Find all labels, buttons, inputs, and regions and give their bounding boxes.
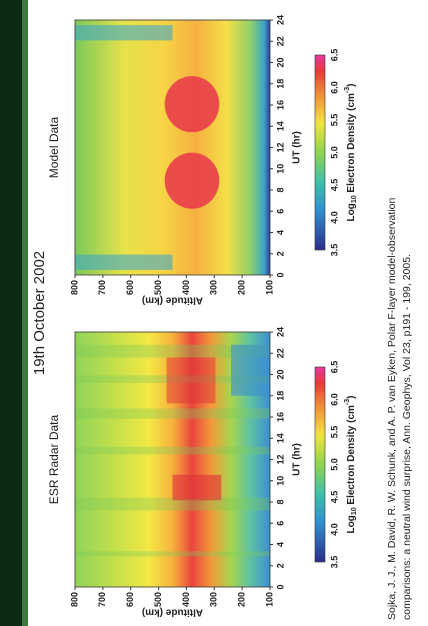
heatmap-stripe [75,408,270,419]
heatmap-patch [231,344,270,396]
colorbar-tick-label: 5.5 [329,114,339,127]
x-tick-label: 14 [275,121,285,131]
panel-title: ESR Radar Data [47,414,61,504]
colorbar-label-part: Log [346,515,357,533]
colorbar [314,366,326,563]
x-tick-label: 8 [275,187,285,192]
x-tick-label: 20 [275,57,285,67]
colorbar-tick-label: 4.0 [329,523,339,536]
colorbar-tick-label: 4.0 [329,211,339,224]
x-tick-label: 2 [275,251,285,256]
y-tick-label: 500 [153,280,163,295]
heatmap-patch [172,474,222,501]
y-tick-label: 100 [264,592,274,607]
x-tick-label: 18 [275,79,285,89]
colorbar-label: Log10 Electron Density (cm-3) [344,84,358,222]
x-tick-label: 10 [275,164,285,174]
x-tick-label: 22 [275,348,285,358]
x-tick-label: 12 [275,142,285,152]
x-tick-label: 4 [275,542,285,547]
colorbar-tick-label: 3.5 [329,244,339,257]
colorbar-label-part: Electron Density (cm [346,93,357,195]
colorbar-tick-label: 5.5 [329,426,339,439]
y-tick-label: 700 [97,592,107,607]
x-tick-label: 16 [275,100,285,110]
y-tick-label: 800 [69,280,79,295]
heatmap-stripe [75,497,270,511]
panel-title: Model Data [47,116,61,178]
colorbar-tick-label: 6.0 [329,393,339,406]
y-tick-label: 500 [153,592,163,607]
colorbar-tick-label: 4.5 [329,491,339,504]
colorbar-label-part: ) [346,84,357,87]
x-tick-label: 12 [275,454,285,464]
x-tick-label: 14 [275,433,285,443]
x-axis-label: UT (hr) [292,443,303,476]
x-tick-label: 0 [275,584,285,589]
colorbar-tick-label: 5.0 [329,458,339,471]
heatmap-stripe [75,446,270,455]
colorbar [314,54,326,251]
citation-line: comparisons: a neutral wind surprise, An… [401,254,413,620]
y-tick-label: 200 [237,280,247,295]
x-tick-label: 24 [275,327,285,337]
heatmap-core [164,76,220,133]
x-axis-label: UT (hr) [292,131,303,164]
colorbar-label-part: -3 [344,399,351,405]
y-tick-label: 700 [97,280,107,295]
colorbar-tick-label: 5.0 [329,146,339,159]
colorbar-label-part: Electron Density (cm [346,405,357,507]
citation-line: Sojka, J. J., M. David, R. W. Schunk, an… [386,198,398,620]
colorbar-tick-label: 4.5 [329,179,339,192]
heatmap-edge [75,25,173,41]
y-tick-label: 400 [181,592,191,607]
x-tick-label: 6 [275,521,285,526]
y-tick-label: 300 [209,592,219,607]
colorbar-label-part: ) [346,396,357,399]
colorbar-label-part: -3 [344,87,351,93]
y-tick-label: 800 [69,592,79,607]
heatmap [75,332,270,587]
heatmap-stripe [75,551,270,557]
y-tick-label: 600 [125,592,135,607]
x-tick-label: 16 [275,412,285,422]
heatmap-patch [166,357,216,404]
y-tick-label: 300 [209,280,219,295]
colorbar-label: Log10 Electron Density (cm-3) [344,396,358,534]
y-tick-label: 400 [181,280,191,295]
x-tick-label: 24 [275,15,285,25]
colorbar-tick-label: 3.5 [329,556,339,569]
colorbar-label-part: 10 [351,507,358,515]
heatmap [75,20,270,275]
colorbar-tick-label: 6.5 [329,361,339,374]
x-tick-label: 4 [275,230,285,235]
x-tick-label: 0 [275,272,285,277]
heatmap-stripe [75,344,270,358]
colorbar-tick-label: 6.0 [329,81,339,94]
banner-edge [22,0,28,626]
heatmap-edge [75,254,173,270]
x-tick-label: 20 [275,369,285,379]
heatmap-core [164,152,220,209]
slide-title: 19th October 2002 [31,251,48,375]
banner-strip [0,0,22,626]
x-tick-label: 22 [275,36,285,46]
x-tick-label: 18 [275,391,285,401]
y-tick-label: 600 [125,280,135,295]
x-tick-label: 10 [275,476,285,486]
x-tick-label: 6 [275,209,285,214]
y-axis-label: Altitude (km) [142,294,203,305]
x-tick-label: 8 [275,499,285,504]
colorbar-label-part: 10 [351,195,358,203]
y-tick-label: 200 [237,592,247,607]
y-axis-label: Altitude (km) [142,606,203,617]
y-tick-label: 100 [264,280,274,295]
x-tick-label: 2 [275,563,285,568]
colorbar-label-part: Log [346,203,357,221]
colorbar-tick-label: 6.5 [329,49,339,62]
